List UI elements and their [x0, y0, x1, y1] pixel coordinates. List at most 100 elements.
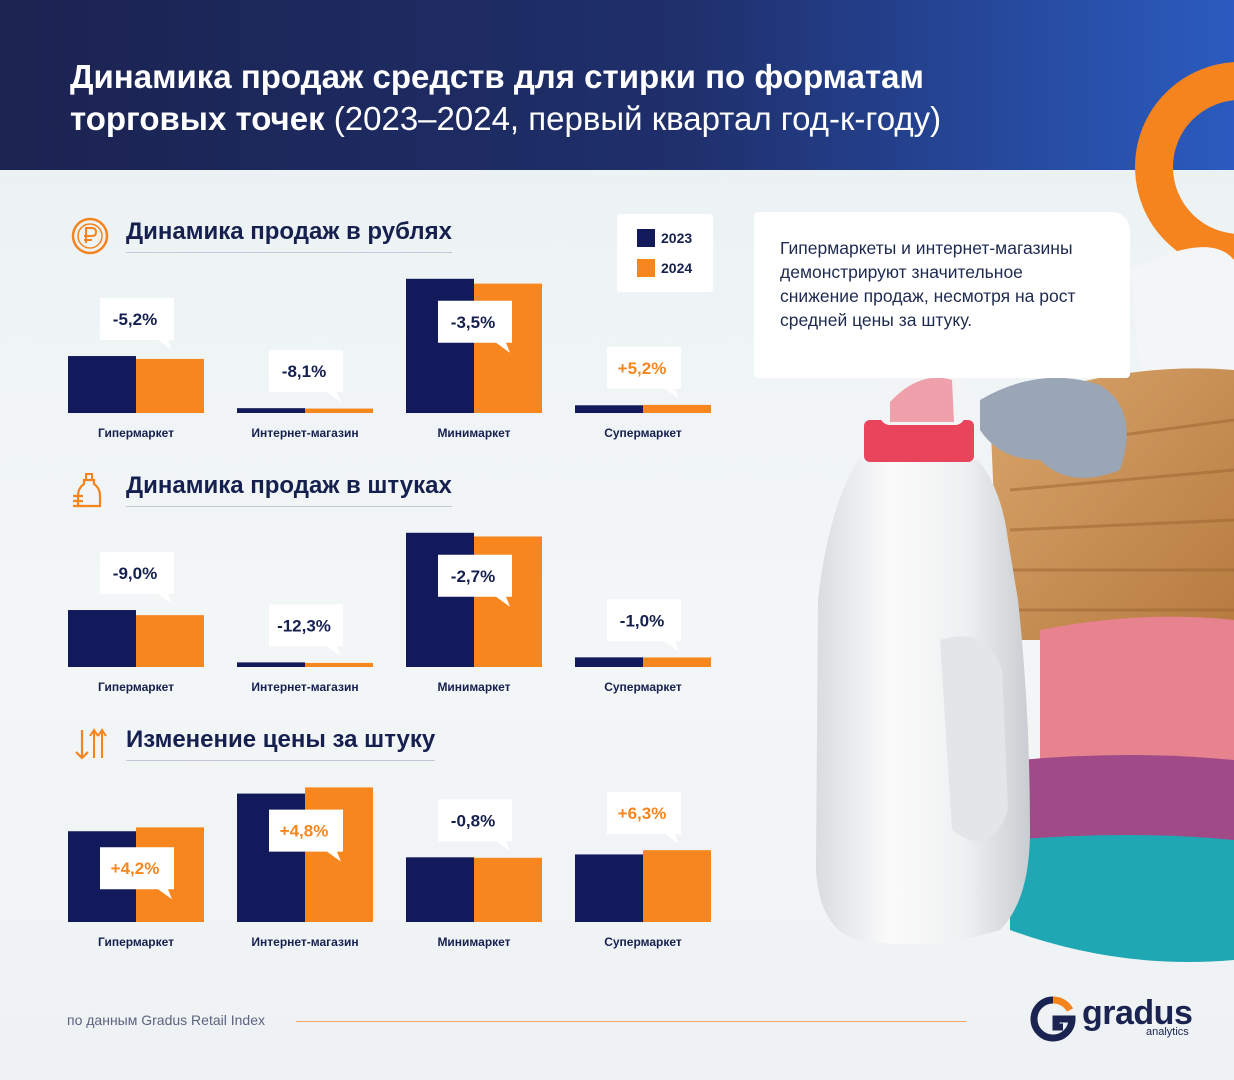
change-label: -3,5% — [451, 313, 495, 332]
category-label: Гипермаркет — [98, 426, 174, 440]
chart-1: Гипермаркет -9,0% Интернет-магазин -12,3% Ми… — [68, 532, 711, 694]
change-callout: -8,1% — [269, 350, 343, 403]
callout-bubble — [100, 298, 174, 351]
logo-sub: analytics — [1146, 1026, 1189, 1038]
data-source: по данным Gradus Retail Index — [67, 1012, 265, 1028]
change-label: +5,2% — [618, 359, 667, 378]
footer-divider — [296, 1021, 966, 1022]
legend-item-2024: 2024 — [637, 258, 692, 278]
callout-bubble — [269, 604, 343, 657]
legend-swatch-2023 — [637, 229, 655, 247]
title-main: Динамика продаж средств для стирки по фо… — [70, 58, 924, 137]
change-label: -8,1% — [282, 362, 326, 381]
category-label: Минимаркет — [437, 426, 510, 440]
gradus-g-icon — [1030, 996, 1076, 1042]
bar-2024 — [643, 404, 711, 413]
change-callout: -12,3% — [269, 604, 343, 657]
bar-2024 — [305, 662, 373, 667]
change-label: -2,7% — [451, 567, 495, 586]
callout-bubble — [607, 792, 681, 845]
change-callout: +6,3% — [607, 792, 681, 845]
callout-bubble — [438, 300, 512, 353]
change-label: -1,0% — [620, 611, 664, 630]
title-period: (2023–2024, первый квартал год-к-году) — [333, 100, 942, 137]
bar-2024 — [643, 657, 711, 667]
bar-2024 — [136, 358, 204, 413]
bar-2024 — [643, 850, 711, 922]
bar-2023 — [406, 278, 474, 413]
bar-2024 — [305, 787, 373, 922]
teal-towel — [1010, 835, 1234, 962]
section-title-rubles: Динамика продаж в рублях — [126, 218, 452, 253]
change-label: +6,3% — [618, 804, 667, 823]
legend-item-2023: 2023 — [637, 228, 692, 248]
gradus-logo: gradus analytics — [1030, 994, 1200, 1044]
change-callout: -2,7% — [438, 554, 512, 607]
detergent-bottles-icon — [73, 473, 102, 508]
ruble-coin-icon — [71, 217, 109, 255]
chart-2: Гипермаркет +4,2% Интернет-магазин +4,8% Мин… — [68, 787, 711, 949]
change-callout: -3,5% — [438, 300, 512, 353]
category-label: Супермаркет — [604, 935, 682, 949]
bar-2024 — [305, 408, 373, 413]
purple-towel — [1020, 755, 1234, 854]
price-arrows-icon — [75, 728, 107, 760]
category-label: Гипермаркет — [98, 935, 174, 949]
change-callout: -0,8% — [438, 799, 512, 852]
legend-label: 2023 — [661, 230, 693, 246]
header-banner: Динамика продаж средств для стирки по фо… — [0, 0, 1234, 170]
category-label: Гипермаркет — [98, 680, 174, 694]
category-label: Интернет-магазин — [251, 680, 358, 694]
callout-bubble — [607, 599, 681, 652]
section-title-units: Динамика продаж в штуках — [126, 472, 452, 507]
callout-bubble — [100, 552, 174, 605]
change-label: +4,8% — [280, 822, 329, 841]
product-photo — [816, 247, 1234, 962]
callout-bubble — [607, 346, 681, 399]
change-callout: -1,0% — [607, 599, 681, 652]
insight-note: Гипермаркеты и интернет-магазины демонст… — [754, 212, 1130, 378]
bottle-cap-ring — [864, 420, 974, 462]
bar-2023 — [68, 356, 136, 413]
bar-2024 — [474, 857, 542, 922]
legend-swatch-2024 — [637, 259, 655, 277]
bar-2023 — [575, 854, 643, 922]
callout-bubble — [438, 799, 512, 852]
category-label: Минимаркет — [437, 680, 510, 694]
white-cloth — [1130, 247, 1234, 400]
category-label: Минимаркет — [437, 935, 510, 949]
callout-bubble — [100, 847, 174, 900]
page-title: Динамика продаж средств для стирки по фо… — [70, 56, 1070, 140]
change-callout: +4,8% — [269, 809, 343, 862]
callout-bubble — [269, 809, 343, 862]
bar-2023 — [237, 662, 305, 667]
change-label: -0,8% — [451, 811, 495, 830]
change-callout: +4,2% — [100, 847, 174, 900]
category-label: Интернет-магазин — [251, 935, 358, 949]
bar-2023 — [68, 610, 136, 667]
pink-towel — [1040, 616, 1234, 774]
orange-ring-decoration — [1135, 62, 1234, 170]
logo-word: gradus — [1082, 994, 1193, 1032]
bar-2023 — [406, 532, 474, 667]
bar-2024 — [136, 615, 204, 667]
change-label: -9,0% — [113, 564, 157, 583]
section-title-price: Изменение цены за штуку — [126, 726, 436, 761]
bar-2023 — [575, 405, 643, 413]
category-label: Супермаркет — [604, 680, 682, 694]
category-label: Супермаркет — [604, 426, 682, 440]
callout-bubble — [269, 350, 343, 403]
change-label: -12,3% — [277, 616, 331, 635]
bar-2023 — [575, 657, 643, 667]
change-callout: +5,2% — [607, 346, 681, 399]
bar-2023 — [237, 408, 305, 413]
bar-charts: Гипермаркет -5,2% Интернет-магазин -8,1% Мин… — [68, 278, 711, 949]
change-callout: -9,0% — [100, 552, 174, 605]
change-label: -5,2% — [113, 310, 157, 329]
category-label: Интернет-магазин — [251, 426, 358, 440]
bar-2023 — [406, 857, 474, 922]
change-callout: -5,2% — [100, 298, 174, 351]
grey-cloth — [980, 377, 1127, 478]
callout-bubble — [438, 554, 512, 607]
change-label: +4,2% — [111, 859, 160, 878]
